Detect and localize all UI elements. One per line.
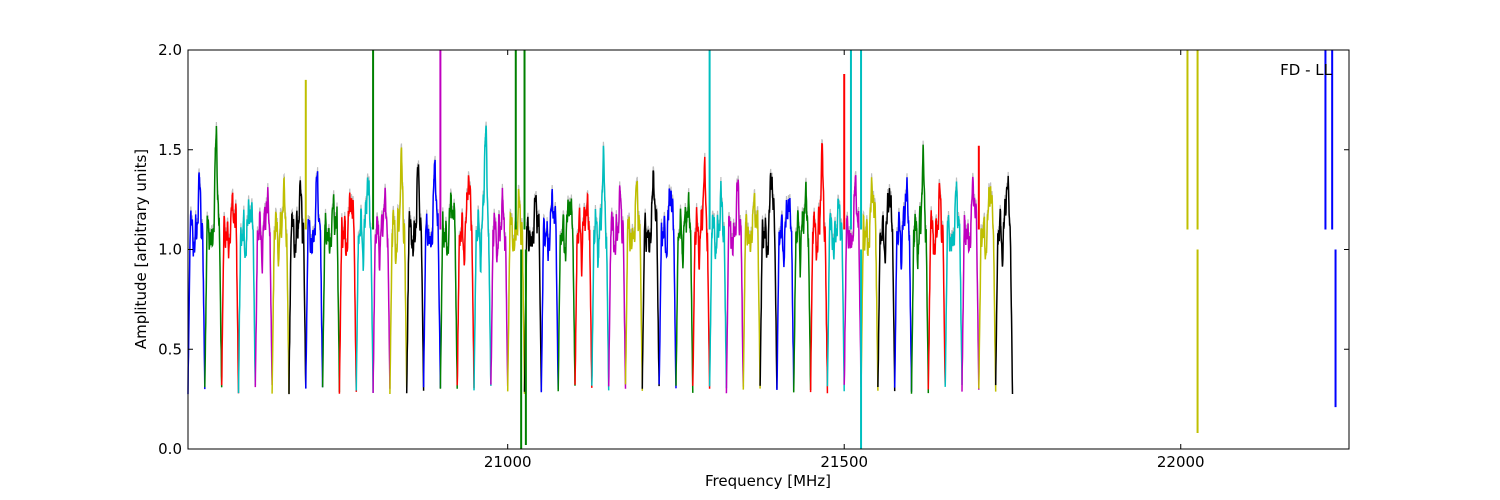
band-trace-25 [591, 145, 610, 391]
y-tick-label: 2.0 [158, 41, 182, 59]
x-axis-label: Frequency [MHz] [705, 472, 831, 490]
band-trace-29 [658, 188, 677, 389]
spectrum-traces [187, 50, 1337, 449]
band-trace-45 [927, 182, 946, 390]
band-trace-23 [557, 198, 576, 392]
band-trace-24 [574, 192, 593, 388]
background-trace-14 [406, 160, 425, 390]
background-trace-40 [843, 171, 862, 381]
band-trace-13 [389, 147, 408, 395]
band-trace-15 [422, 159, 442, 389]
band-trace-43 [893, 177, 913, 392]
band-trace-26 [607, 185, 627, 389]
background-trace-38 [810, 139, 829, 390]
band-trace-7 [288, 180, 307, 395]
band-trace-22 [540, 188, 559, 393]
band-trace-35 [759, 172, 778, 389]
background-trace-46 [944, 177, 963, 383]
background-trace-11 [355, 173, 374, 389]
band-trace-9 [321, 194, 341, 393]
band-trace-37 [792, 181, 812, 393]
band-trace-32 [708, 180, 728, 389]
background-trace-6 [271, 172, 290, 390]
band-trace-44 [910, 144, 930, 394]
band-trace-4 [237, 199, 257, 394]
background-trace-43 [894, 173, 913, 388]
background-trace-15 [423, 155, 441, 385]
band-trace-12 [372, 187, 391, 394]
x-tick-label: 21000 [484, 453, 532, 471]
band-trace-47 [961, 176, 980, 392]
band-trace-36 [776, 197, 795, 391]
band-trace-11 [355, 177, 374, 393]
band-trace-38 [809, 143, 829, 394]
band-trace-42 [877, 188, 896, 392]
band-trace-27 [624, 180, 644, 391]
y-axis-label: Amplitude [arbitrary units] [132, 149, 150, 349]
background-trace-27 [624, 176, 643, 387]
band-trace-41 [860, 177, 879, 391]
band-trace-8 [305, 171, 324, 389]
band-trace-49 [994, 175, 1014, 395]
band-trace-20 [506, 188, 526, 394]
band-trace-21 [523, 194, 543, 392]
background-trace-32 [709, 176, 727, 385]
band-trace-19 [490, 187, 509, 387]
background-trace-19 [490, 183, 509, 383]
band-trace-40 [843, 174, 862, 385]
background-trace-1 [187, 168, 206, 391]
background-trace-28 [641, 166, 660, 385]
background-trace-25 [591, 141, 610, 387]
background-trace-33 [725, 175, 744, 390]
band-trace-48 [978, 186, 997, 392]
axis-ticks: 21000 21500 22000 0.0 0.5 1.0 1.5 2.0 [158, 41, 1349, 471]
x-tick-label: 21500 [820, 453, 868, 471]
band-trace-30 [675, 192, 694, 393]
band-trace-10 [338, 192, 358, 394]
chart-annotation: FD - LL [1280, 61, 1332, 79]
band-trace-31 [692, 156, 711, 389]
band-trace-1 [187, 172, 206, 395]
y-tick-label: 1.0 [158, 241, 182, 259]
band-trace-2 [204, 125, 223, 388]
band-trace-17 [456, 175, 475, 389]
band-trace-33 [725, 179, 745, 394]
y-tick-label: 0.5 [158, 340, 182, 358]
band-trace-39 [826, 198, 845, 392]
band-trace-34 [742, 192, 761, 390]
band-trace-28 [641, 170, 660, 389]
band-trace-46 [944, 181, 963, 387]
background-trace-44 [910, 140, 929, 390]
band-trace-3 [220, 192, 240, 394]
y-tick-label: 0.0 [158, 440, 182, 458]
x-tick-label: 22000 [1157, 453, 1205, 471]
background-trace-13 [389, 143, 408, 391]
band-trace-5 [254, 187, 273, 388]
background-trace-8 [305, 167, 324, 385]
background-trace-7 [288, 176, 307, 391]
band-trace-18 [473, 125, 492, 391]
band-trace-16 [439, 192, 458, 389]
background-trace-45 [927, 178, 946, 386]
background-trace-17 [456, 171, 475, 385]
background-trace-37 [793, 177, 812, 389]
band-trace-6 [271, 176, 290, 394]
background-trace-31 [692, 152, 711, 385]
y-tick-label: 1.5 [158, 141, 182, 159]
band-trace-14 [405, 164, 425, 394]
